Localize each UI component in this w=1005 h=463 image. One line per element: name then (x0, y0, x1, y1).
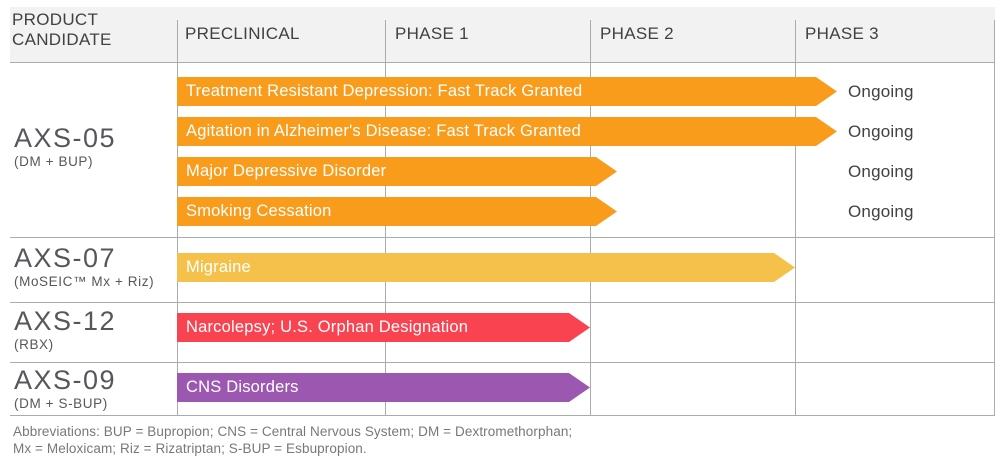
pipeline-bar: Smoking Cessation (177, 197, 617, 226)
product-sublabel: (DM + S-BUP) (14, 396, 108, 411)
column-header-preclinical: PRECLINICAL (185, 24, 300, 43)
pipeline-bar: Migraine (177, 253, 795, 282)
bar-label: Major Depressive Disorder (186, 162, 387, 180)
grid-hline (10, 237, 995, 238)
grid-hline (10, 362, 995, 363)
grid-hline (10, 62, 995, 63)
product-name: AXS-07 (14, 243, 117, 273)
grid-hline (10, 415, 995, 416)
pipeline-bar: CNS Disorders (177, 373, 590, 402)
status-label: Ongoing (848, 162, 914, 181)
abbreviations-line1: Abbreviations: BUP = Bupropion; CNS = Ce… (13, 424, 573, 439)
pipeline-bar: Agitation in Alzheimer's Disease: Fast T… (177, 117, 837, 146)
grid-vline (795, 20, 796, 415)
column-header-phase2: PHASE 2 (600, 24, 674, 43)
bar-label: Treatment Resistant Depression: Fast Tra… (186, 82, 583, 100)
status-label: Ongoing (848, 202, 914, 221)
pipeline-bar: Treatment Resistant Depression: Fast Tra… (177, 77, 837, 106)
status-label: Ongoing (848, 122, 914, 141)
product-sublabel: (RBX) (14, 337, 54, 352)
bar-label: Narcolepsy; U.S. Orphan Designation (186, 318, 469, 336)
header-band (10, 7, 995, 62)
product-name: AXS-09 (14, 365, 117, 395)
product-label-axs-07: AXS-07 (MoSEIC™ Mx + Riz) (14, 244, 154, 289)
grid-vline-right-border (994, 20, 995, 415)
product-sublabel: (MoSEIC™ Mx + Riz) (14, 274, 155, 289)
product-label-axs-09: AXS-09 (DM + S-BUP) (14, 366, 116, 411)
product-label-axs-05: AXS-05 (DM + BUP) (14, 124, 116, 169)
product-candidate-header: PRODUCT CANDIDATE (12, 10, 112, 50)
abbreviations-line2: Mx = Meloxicam; Riz = Rizatriptan; S-BUP… (13, 441, 367, 456)
product-name: AXS-05 (14, 123, 117, 153)
bar-label: Migraine (186, 258, 251, 276)
grid-hline (10, 302, 995, 303)
product-label-axs-12: AXS-12 (RBX) (14, 307, 116, 352)
abbreviations-footer: Abbreviations: BUP = Bupropion; CNS = Ce… (13, 423, 572, 457)
product-sublabel: (DM + BUP) (14, 154, 94, 169)
bar-label: Agitation in Alzheimer's Disease: Fast T… (186, 122, 582, 140)
column-header-phase3: PHASE 3 (805, 24, 879, 43)
pipeline-bar: Major Depressive Disorder (177, 157, 617, 186)
column-header-phase1: PHASE 1 (395, 24, 469, 43)
pipeline-bar: Narcolepsy; U.S. Orphan Designation (177, 313, 590, 342)
product-name: AXS-12 (14, 306, 117, 336)
product-candidate-header-line2: CANDIDATE (12, 30, 112, 49)
product-candidate-header-line1: PRODUCT (12, 10, 99, 29)
bar-label: Smoking Cessation (186, 202, 332, 220)
status-label: Ongoing (848, 82, 914, 101)
bar-label: CNS Disorders (186, 378, 299, 396)
